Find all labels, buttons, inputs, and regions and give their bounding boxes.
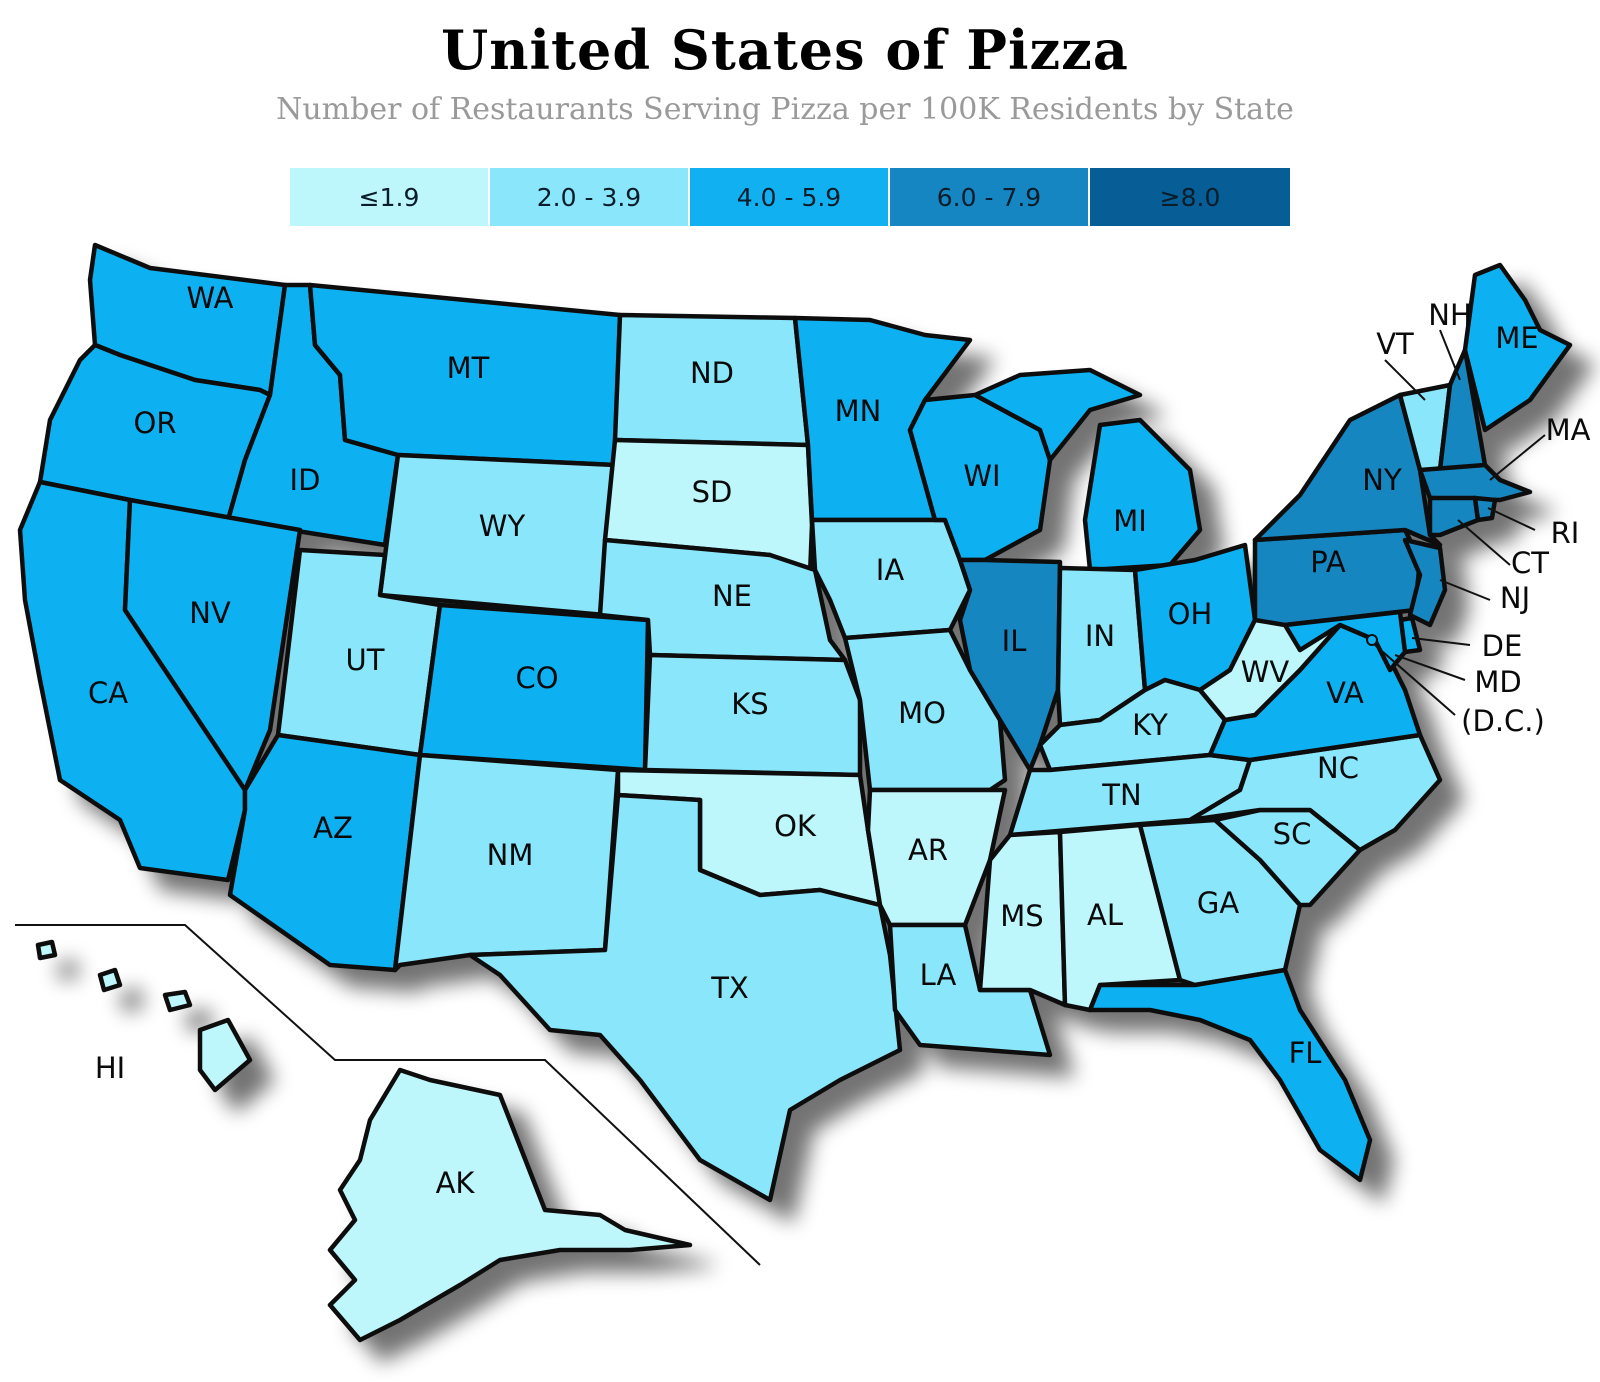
label-WI: WI (963, 459, 1000, 493)
label-VA: VA (1326, 676, 1364, 710)
callout-ma (1489, 434, 1546, 481)
state-LA[interactable] (887, 922, 1053, 1058)
state-MA[interactable] (1417, 462, 1533, 503)
label-ND: ND (690, 356, 734, 390)
legend-bin-3: 6.0 - 7.9 (890, 168, 1090, 226)
label-SD: SD (692, 475, 733, 509)
callout-nj (1439, 579, 1491, 601)
label-WA: WA (187, 281, 234, 315)
label-OK: OK (774, 809, 817, 843)
state-NY[interactable] (1252, 392, 1443, 548)
inset-divider (15, 924, 761, 1266)
label-IA: IA (876, 553, 905, 587)
label-MO: MO (898, 696, 946, 730)
legend-bin-1: 2.0 - 3.9 (490, 168, 690, 226)
legend-bin-2: 4.0 - 5.9 (690, 168, 890, 226)
callout-md (1394, 654, 1466, 681)
label-NE: NE (712, 579, 752, 613)
state-HI-maui (162, 989, 193, 1013)
state-NV[interactable] (122, 497, 303, 793)
label-NV: NV (189, 596, 231, 630)
label-VT: VT (1376, 327, 1414, 361)
state-TX[interactable] (467, 792, 903, 1203)
label-MS: MS (1000, 899, 1043, 933)
state-ME[interactable] (1462, 262, 1573, 433)
label-SC: SC (1273, 817, 1312, 851)
label-GA: GA (1197, 886, 1239, 920)
label-PA: PA (1310, 545, 1346, 579)
label-AR: AR (908, 833, 948, 867)
state-AK[interactable] (327, 1067, 693, 1343)
label-MI: MI (1113, 504, 1147, 538)
callout-ri (1487, 507, 1536, 531)
state-NC[interactable] (1187, 732, 1443, 853)
label-DC: (D.C.) (1461, 704, 1545, 738)
label-NY: NY (1362, 463, 1402, 497)
label-ME: ME (1495, 321, 1538, 355)
label-WY: WY (479, 509, 526, 543)
state-MO[interactable] (842, 627, 1008, 793)
label-DE: DE (1482, 629, 1523, 663)
state-HI[interactable] (197, 1017, 253, 1093)
callout-dc (1374, 644, 1456, 716)
state-HI-kauai (35, 939, 58, 961)
label-RI: RI (1551, 516, 1580, 550)
label-CA: CA (88, 676, 128, 710)
label-CO: CO (515, 661, 558, 695)
state-NJ[interactable] (1402, 537, 1448, 628)
callout-de (1411, 637, 1471, 646)
state-AZ[interactable] (227, 732, 423, 973)
state-MI[interactable] (972, 367, 1203, 573)
label-AK: AK (436, 1166, 476, 1200)
label-MD: MD (1474, 665, 1521, 699)
label-MT: MT (447, 351, 490, 385)
label-UT: UT (346, 643, 385, 677)
label-HI: HI (95, 1051, 125, 1085)
label-WV: WV (1241, 655, 1290, 689)
label-OR: OR (134, 406, 177, 440)
state-KS[interactable] (642, 652, 863, 778)
label-AL: AL (1087, 898, 1123, 932)
legend-bin-0: ≤1.9 (290, 168, 490, 226)
callout-nh (1439, 329, 1461, 381)
label-AZ: AZ (313, 811, 353, 845)
map-subtitle: Number of Restaurants Serving Pizza per … (276, 92, 1294, 127)
callout-ct (1457, 519, 1511, 566)
dc-marker[interactable] (1366, 634, 1378, 646)
state-FL[interactable] (1087, 967, 1373, 1183)
label-ID: ID (290, 463, 321, 497)
label-KY: KY (1132, 708, 1168, 742)
map-title: United States of Pizza (441, 18, 1129, 82)
state-CT[interactable] (1427, 495, 1481, 538)
callout-vt (1384, 359, 1426, 401)
label-NJ: NJ (1500, 581, 1530, 615)
label-NM: NM (487, 838, 534, 872)
legend-bin-4: ≥8.0 (1090, 168, 1290, 226)
label-LA: LA (920, 958, 957, 992)
label-MN: MN (835, 394, 882, 428)
label-IN: IN (1085, 619, 1115, 653)
state-MD[interactable] (1282, 609, 1408, 673)
label-NH: NH (1428, 298, 1472, 332)
state-HI-oahu (97, 967, 123, 993)
label-IL: IL (1002, 624, 1027, 658)
legend: ≤1.9 2.0 - 3.9 4.0 - 5.9 6.0 - 7.9 ≥8.0 (290, 168, 1290, 226)
label-NC: NC (1317, 751, 1359, 785)
label-TN: TN (1101, 778, 1141, 812)
label-KS: KS (731, 687, 768, 721)
label-CT: CT (1511, 546, 1549, 580)
state-RI[interactable] (1472, 495, 1498, 523)
label-OH: OH (1168, 597, 1213, 631)
label-TX: TX (710, 971, 749, 1005)
label-FL: FL (1289, 1036, 1322, 1070)
label-MA: MA (1546, 413, 1591, 447)
